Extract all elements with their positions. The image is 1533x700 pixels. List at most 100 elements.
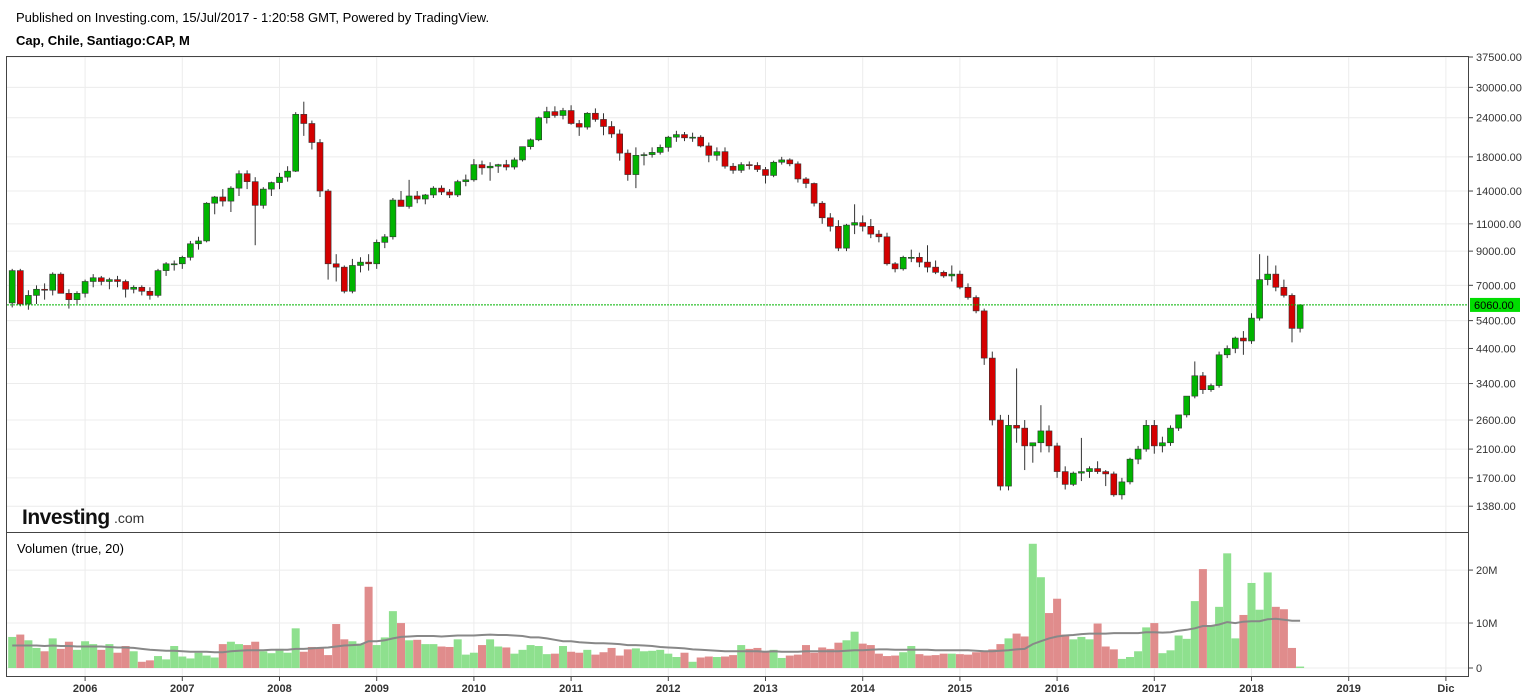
candle: [227, 186, 235, 212]
candle-body: [324, 190, 332, 265]
candle-body: [1159, 442, 1166, 447]
grid-lines: [7, 56, 1468, 676]
volume-bar: [97, 649, 106, 668]
candle-body: [1248, 317, 1255, 342]
candle: [259, 187, 267, 209]
candle-body: [1142, 425, 1150, 450]
candle: [1061, 466, 1069, 490]
volume-bar: [64, 641, 73, 668]
candle-body: [1045, 430, 1053, 447]
candle-body: [997, 419, 1004, 487]
chart-frame: [6, 56, 1469, 677]
candle-body: [770, 161, 777, 176]
candle: [1272, 265, 1280, 292]
candle-body: [705, 145, 713, 156]
main-pane-border: [6, 56, 1469, 533]
candle: [729, 163, 737, 174]
candle: [883, 232, 891, 266]
candle-body: [446, 191, 453, 196]
candle: [389, 198, 397, 240]
candle-body: [592, 112, 599, 120]
candle: [997, 414, 1004, 491]
volume-bar: [631, 648, 640, 668]
volume-pane-title: Volumen (true, 20): [17, 541, 124, 556]
candle: [57, 272, 65, 294]
volume-bar: [534, 646, 543, 668]
candle: [268, 181, 275, 196]
volume-bar: [299, 651, 308, 668]
candle-body: [721, 151, 729, 167]
candle: [494, 163, 502, 173]
candle-body: [948, 273, 956, 277]
candle: [559, 107, 567, 120]
candle-body: [762, 169, 769, 176]
candle-body: [1151, 425, 1158, 447]
candle-body: [25, 295, 32, 305]
candle: [632, 147, 640, 189]
candle: [49, 272, 57, 296]
candle: [1280, 279, 1288, 298]
candle-body: [438, 187, 445, 193]
volume-bar: [502, 647, 511, 668]
volume-bar: [559, 646, 567, 668]
candle-body: [1288, 295, 1296, 329]
volume-bar: [1150, 623, 1159, 668]
candle-body: [57, 273, 65, 294]
candle-body: [251, 181, 259, 206]
volume-bars: [8, 543, 1305, 668]
volume-bar: [1085, 639, 1094, 668]
candle-body: [1175, 414, 1182, 429]
candle-body: [754, 165, 761, 170]
volume-bar: [445, 646, 454, 668]
candle-body: [883, 236, 891, 265]
candle: [575, 119, 583, 136]
candle: [721, 147, 729, 169]
candle-body: [1134, 448, 1142, 460]
candle: [1264, 255, 1271, 286]
candle-body: [16, 270, 24, 305]
volume-bar: [283, 652, 292, 668]
volume-bar: [964, 654, 972, 668]
volume-bar: [1247, 582, 1256, 668]
candle-body: [1264, 273, 1271, 280]
volume-bar: [680, 652, 689, 668]
y-tick-label: 9000.00: [1476, 246, 1516, 258]
vol-tick-label: 0: [1476, 663, 1482, 675]
candle: [25, 290, 32, 310]
volume-bar: [672, 657, 681, 668]
y-tick-label: 18000.00: [1476, 152, 1522, 164]
candle-body: [608, 126, 615, 135]
candle: [527, 138, 534, 150]
candle-body: [559, 110, 567, 116]
candle: [16, 268, 24, 307]
candle: [300, 101, 308, 136]
candle-body: [648, 152, 656, 155]
volume-bar: [48, 638, 57, 668]
volume-bar: [324, 655, 333, 668]
candle-body: [511, 159, 518, 168]
x-tick-label: 2008: [267, 683, 291, 695]
last-price-badge: 6060.00: [1470, 297, 1520, 312]
candle-body: [8, 270, 16, 304]
candle: [470, 159, 478, 182]
volume-bar: [73, 649, 81, 668]
candle: [1086, 466, 1093, 478]
candle-body: [673, 134, 680, 138]
volume-bar: [8, 636, 17, 668]
candle-body: [616, 133, 624, 154]
volume-bar: [567, 651, 576, 668]
candle: [397, 191, 405, 207]
candle: [1232, 336, 1239, 354]
volume-bar: [907, 646, 916, 668]
candle-body: [349, 265, 356, 292]
y-tick-label: 24000.00: [1476, 113, 1522, 125]
candle: [243, 170, 251, 190]
candle: [689, 132, 696, 142]
candle-body: [1005, 425, 1012, 487]
volume-bar: [1182, 638, 1191, 668]
candle: [276, 172, 283, 190]
volume-bar: [1158, 653, 1167, 668]
candle-body: [689, 136, 696, 139]
candle: [891, 262, 899, 273]
